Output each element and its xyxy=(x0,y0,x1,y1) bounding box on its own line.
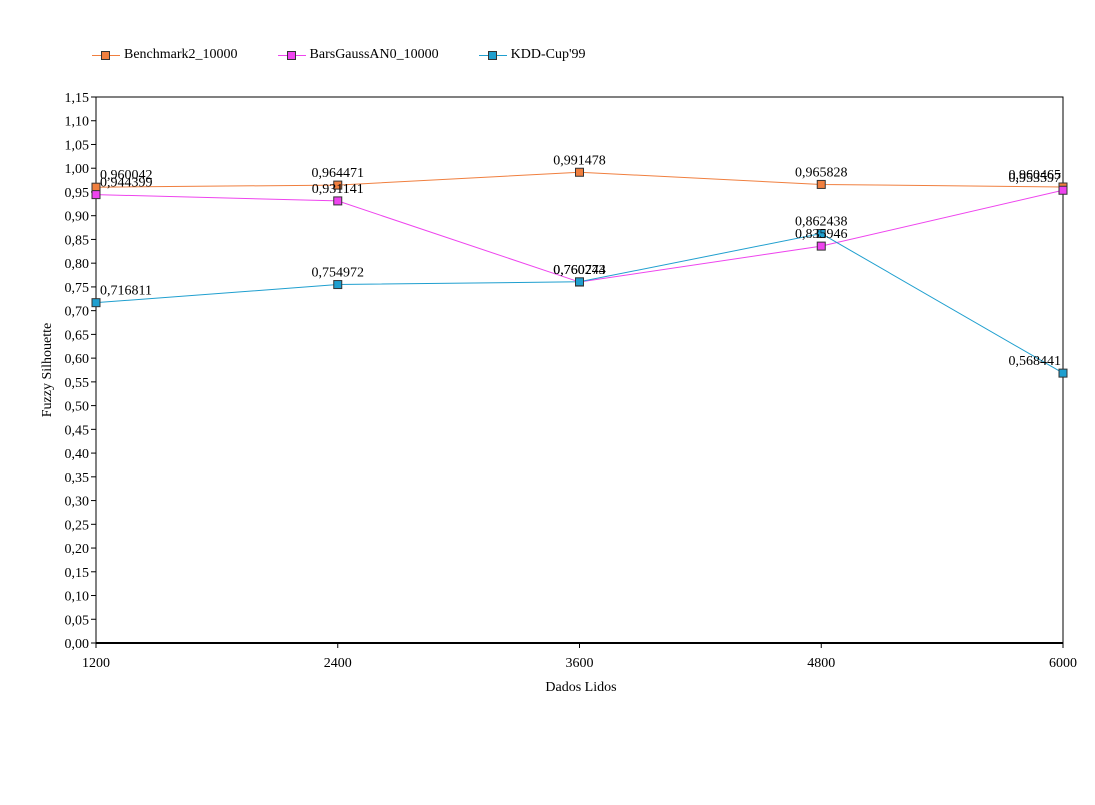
data-label: 0,964471 xyxy=(312,166,365,181)
y-tick-label: 0,60 xyxy=(65,352,90,367)
x-tick-label: 3600 xyxy=(566,656,594,671)
y-tick-label: 0,10 xyxy=(65,590,90,605)
y-tick-label: 0,00 xyxy=(65,637,90,652)
series-2-point xyxy=(91,298,101,308)
legend-item-kddcup: KDD-Cup'99 xyxy=(478,47,586,63)
y-tick-label: 0,50 xyxy=(65,400,90,415)
legend-label-kddcup: KDD-Cup'99 xyxy=(510,47,586,62)
y-tick-label: 0,85 xyxy=(65,233,90,248)
y-tick-label: 0,70 xyxy=(65,305,90,320)
legend-item-barsgauss: BarsGaussAN0_10000 xyxy=(277,47,439,63)
series-1-point xyxy=(91,190,101,200)
y-tick-label: 0,30 xyxy=(65,495,90,510)
data-label: 0,862438 xyxy=(795,215,848,230)
series-1-point xyxy=(816,241,826,251)
data-labels: 0,960042 0,964471 0,991478 0,965828 0,960465… xyxy=(100,153,1061,369)
legend-swatch-benchmark2 xyxy=(92,50,120,60)
y-tick-label: 0,55 xyxy=(65,376,90,391)
series-0-point xyxy=(575,167,584,177)
y-tick-label: 1,00 xyxy=(65,162,90,177)
y-tick-label: 0,45 xyxy=(65,423,90,438)
y-tick-label: 0,15 xyxy=(65,566,90,581)
y-tick-label: 0,75 xyxy=(65,281,90,296)
y-axis-label: Fuzzy Silhouette xyxy=(40,323,55,418)
legend-item-benchmark2: Benchmark2_10000 xyxy=(92,47,238,63)
series-2-point xyxy=(1058,368,1068,378)
x-tick-label: 4800 xyxy=(807,656,835,671)
data-label: 0,760244 xyxy=(553,263,606,278)
legend: Benchmark2_10000 BarsGaussAN0_10000 KDD-… xyxy=(92,47,626,63)
series-1-point xyxy=(1058,185,1068,195)
x-tick-label: 6000 xyxy=(1049,656,1077,671)
series-2-point xyxy=(333,280,343,290)
data-label: 0,965828 xyxy=(795,165,848,180)
series-0-point xyxy=(816,179,826,189)
data-label: 0,754972 xyxy=(312,266,365,281)
axes: 0,00 0,05 0,10 0,15 0,20 0,25 0,30 0,35 0,40 0,45… xyxy=(65,91,1078,671)
y-tick-label: 1,05 xyxy=(65,138,90,153)
series-layer xyxy=(91,167,1068,378)
series-1-point xyxy=(333,196,343,206)
data-label: 0,960465 xyxy=(1009,168,1062,183)
y-tick-label: 1,10 xyxy=(65,115,90,130)
data-label: 0,991478 xyxy=(553,153,606,168)
y-tick-label: 0,05 xyxy=(65,613,90,628)
data-label: 0,944399 xyxy=(100,176,153,191)
data-label: 0,760773 xyxy=(553,263,606,278)
data-label: 0,568441 xyxy=(1009,354,1062,369)
legend-swatch-kddcup xyxy=(478,50,507,60)
y-tick-label: 0,80 xyxy=(65,257,90,272)
series-line-2 xyxy=(95,233,1064,374)
legend-swatch-barsgauss xyxy=(277,50,306,60)
data-label: 0,716811 xyxy=(100,284,152,299)
series-2-point xyxy=(816,229,826,239)
series-2-point xyxy=(575,277,584,287)
x-tick-label: 1200 xyxy=(82,656,110,671)
data-label: 0,960042 xyxy=(100,168,153,183)
legend-label-barsgauss: BarsGaussAN0_10000 xyxy=(309,47,439,62)
y-tick-label: 0,65 xyxy=(65,328,90,343)
series-0-point xyxy=(333,180,343,190)
y-tick-label: 1,15 xyxy=(65,91,90,106)
x-tick-label: 2400 xyxy=(324,656,352,671)
data-label: 0,835946 xyxy=(795,227,848,242)
y-tick-label: 0,35 xyxy=(65,471,90,486)
y-tick-label: 0,90 xyxy=(65,210,90,225)
x-axis-label: Dados Lidos xyxy=(545,680,616,695)
y-tick-label: 0,95 xyxy=(65,186,90,201)
y-tick-label: 0,40 xyxy=(65,447,90,462)
series-0-point xyxy=(91,182,101,192)
plot-frame xyxy=(95,96,1064,644)
y-tick-label: 0,20 xyxy=(65,542,90,557)
y-tick-label: 0,25 xyxy=(65,518,90,533)
data-label: 0,953597 xyxy=(1009,171,1062,186)
legend-label-benchmark2: Benchmark2_10000 xyxy=(124,47,238,62)
data-label: 0,931141 xyxy=(312,182,364,197)
